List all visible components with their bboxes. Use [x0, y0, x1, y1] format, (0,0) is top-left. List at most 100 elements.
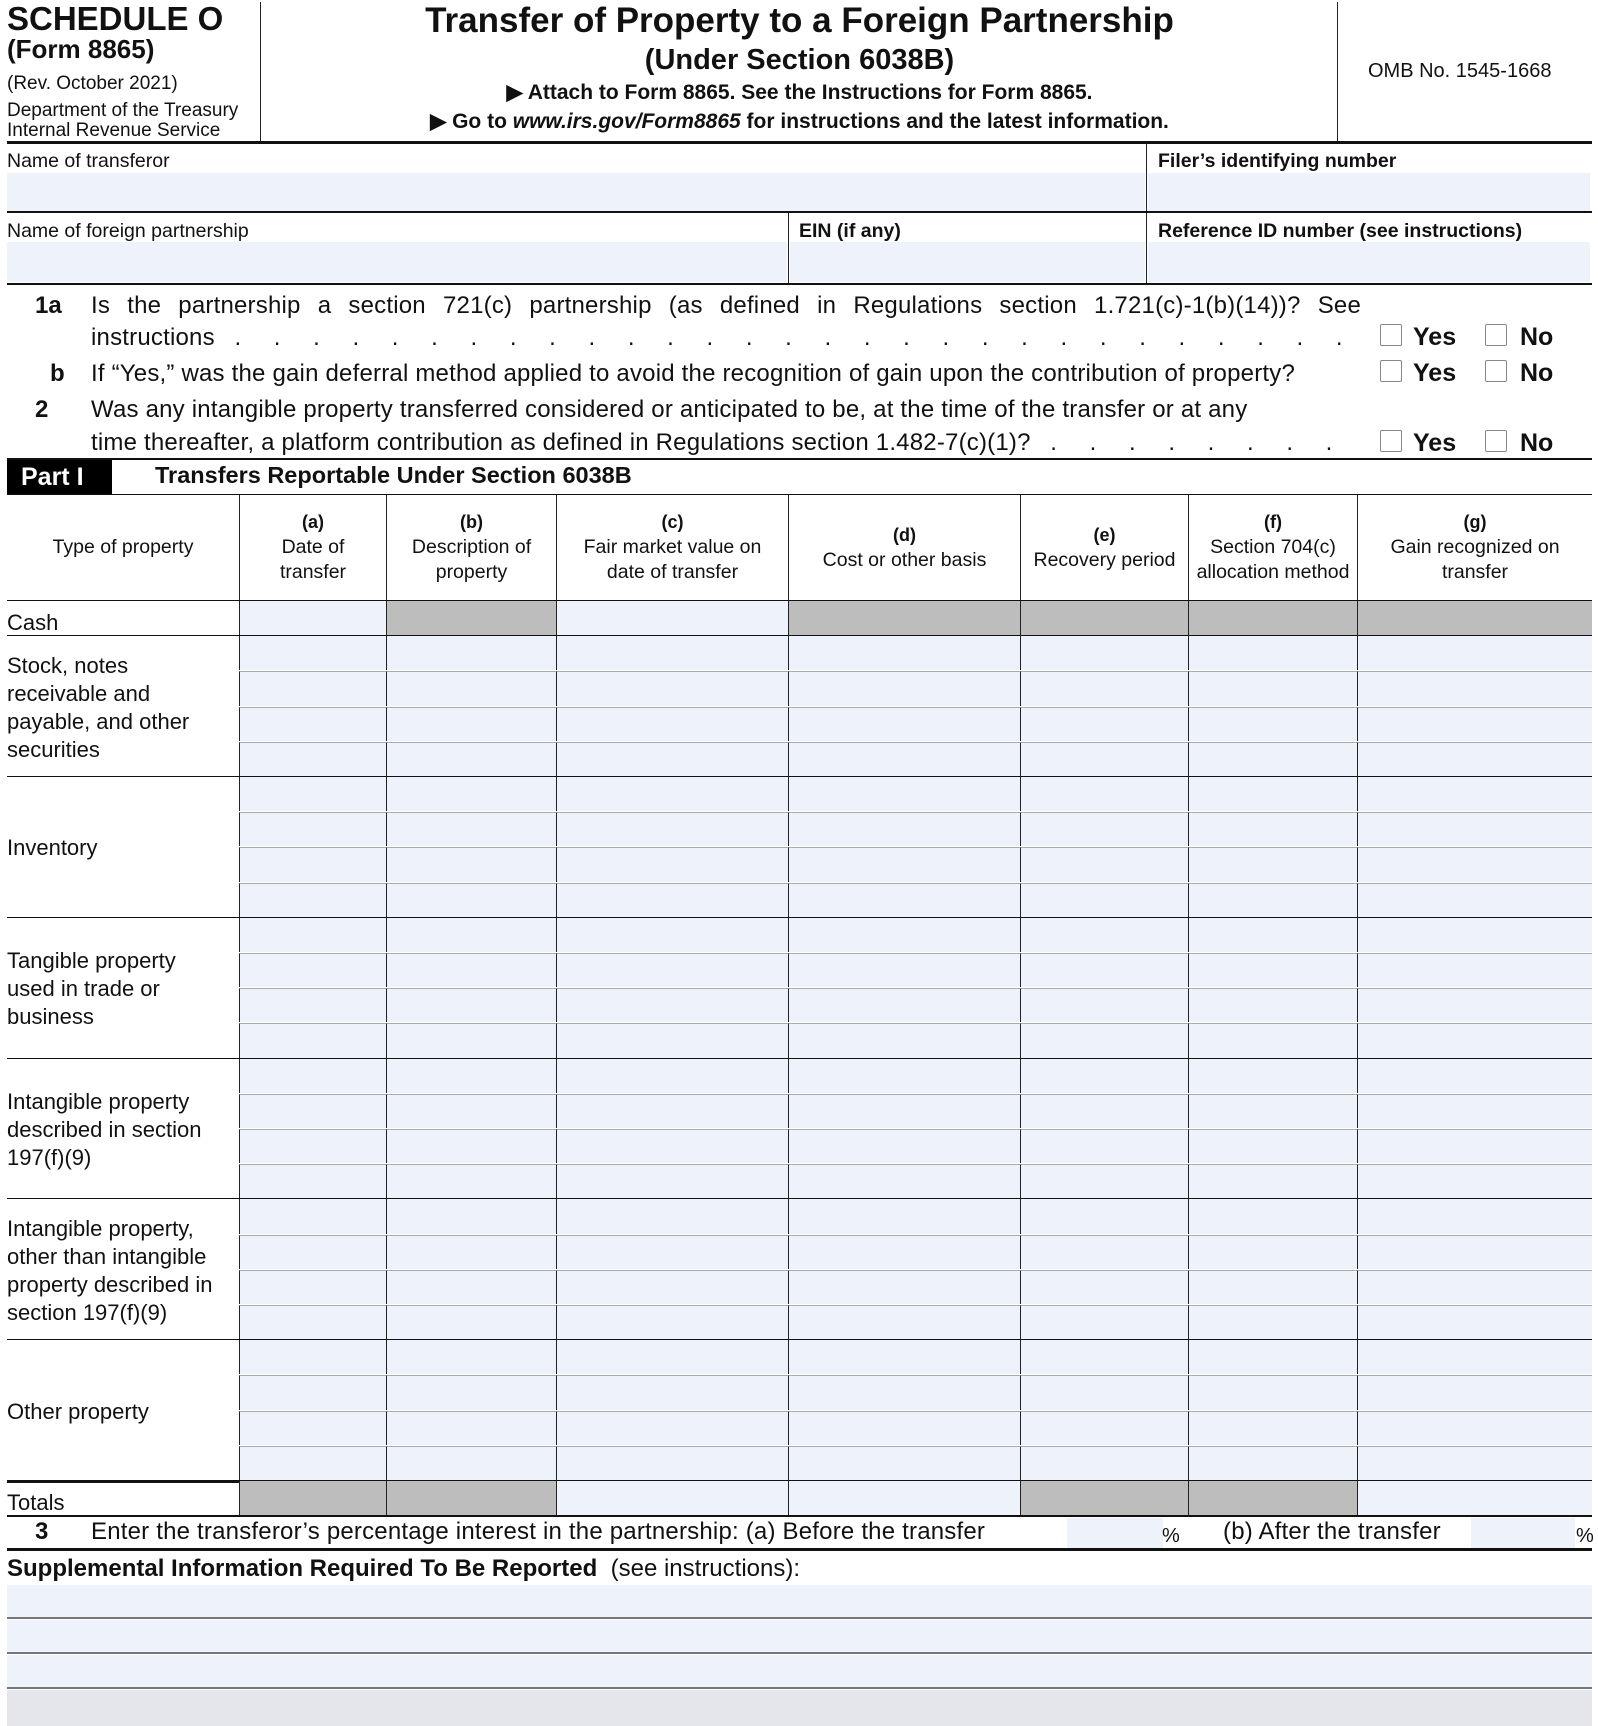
cell-fmv[interactable] [556, 812, 788, 847]
cell-basis[interactable] [788, 917, 1020, 952]
cell-description[interactable] [386, 1234, 556, 1269]
cell-description[interactable] [386, 882, 556, 917]
cell-gain[interactable] [1357, 777, 1592, 812]
cell-basis[interactable] [788, 741, 1020, 776]
cell-fmv[interactable] [556, 1375, 788, 1410]
cell-allocation[interactable] [1188, 1375, 1357, 1410]
cell-basis[interactable] [788, 777, 1020, 812]
cell-description[interactable] [386, 1093, 556, 1128]
cell-allocation[interactable] [1188, 1093, 1357, 1128]
cell-date[interactable] [239, 1340, 386, 1375]
cell-date[interactable] [239, 601, 386, 636]
cell-basis[interactable] [788, 1164, 1020, 1199]
cell-date[interactable] [239, 882, 386, 917]
cell-date[interactable] [239, 1164, 386, 1199]
cell-fmv[interactable] [556, 741, 788, 776]
cell-basis[interactable] [788, 1481, 1020, 1516]
cell-date[interactable] [239, 1129, 386, 1164]
cell-allocation[interactable] [1188, 1410, 1357, 1445]
cell-recovery[interactable] [1020, 1058, 1188, 1093]
transferor-name-input[interactable] [7, 173, 1145, 211]
cell-fmv[interactable] [556, 917, 788, 952]
cell-basis[interactable] [788, 636, 1020, 671]
cell-recovery[interactable] [1020, 1093, 1188, 1128]
partnership-name-input[interactable] [7, 242, 787, 282]
cell-description[interactable] [386, 1340, 556, 1375]
cell-date[interactable] [239, 706, 386, 741]
cell-gain[interactable] [1357, 1129, 1592, 1164]
cell-recovery[interactable] [1020, 1269, 1188, 1304]
cell-basis[interactable] [788, 953, 1020, 988]
cell-basis[interactable] [788, 988, 1020, 1023]
cell-description[interactable] [386, 1023, 556, 1058]
cell-fmv[interactable] [556, 882, 788, 917]
cell-date[interactable] [239, 847, 386, 882]
reference-id-input[interactable] [1148, 242, 1590, 282]
cell-recovery[interactable] [1020, 988, 1188, 1023]
cell-basis[interactable] [788, 706, 1020, 741]
cell-basis[interactable] [788, 1058, 1020, 1093]
cell-fmv[interactable] [556, 1058, 788, 1093]
q1a-yes-checkbox[interactable] [1380, 324, 1402, 346]
cell-recovery[interactable] [1020, 1234, 1188, 1269]
cell-basis[interactable] [788, 1410, 1020, 1445]
cell-date[interactable] [239, 1305, 386, 1340]
cell-basis[interactable] [788, 882, 1020, 917]
cell-allocation[interactable] [1188, 1129, 1357, 1164]
cell-recovery[interactable] [1020, 1199, 1188, 1234]
cell-date[interactable] [239, 812, 386, 847]
cell-allocation[interactable] [1188, 636, 1357, 671]
cell-allocation[interactable] [1188, 847, 1357, 882]
cell-date[interactable] [239, 671, 386, 706]
cell-description[interactable] [386, 812, 556, 847]
cell-allocation[interactable] [1188, 777, 1357, 812]
cell-basis[interactable] [788, 1129, 1020, 1164]
cell-fmv[interactable] [556, 847, 788, 882]
cell-recovery[interactable] [1020, 847, 1188, 882]
cell-recovery[interactable] [1020, 882, 1188, 917]
percentage-after-input[interactable] [1471, 1518, 1575, 1548]
q2-no-checkbox[interactable] [1485, 430, 1507, 452]
cell-description[interactable] [386, 953, 556, 988]
cell-fmv[interactable] [556, 1445, 788, 1480]
cell-recovery[interactable] [1020, 636, 1188, 671]
cell-date[interactable] [239, 917, 386, 952]
cell-fmv[interactable] [556, 1093, 788, 1128]
cell-fmv[interactable] [556, 1481, 788, 1516]
cell-gain[interactable] [1357, 1023, 1592, 1058]
cell-description[interactable] [386, 1058, 556, 1093]
cell-description[interactable] [386, 1305, 556, 1340]
cell-recovery[interactable] [1020, 1410, 1188, 1445]
cell-basis[interactable] [788, 1023, 1020, 1058]
cell-basis[interactable] [788, 1445, 1020, 1480]
cell-date[interactable] [239, 1410, 386, 1445]
cell-recovery[interactable] [1020, 1164, 1188, 1199]
irs-url-link[interactable]: www.irs.gov/Form8865 [512, 110, 741, 133]
cell-date[interactable] [239, 1269, 386, 1304]
cell-description[interactable] [386, 988, 556, 1023]
supplemental-line-4[interactable] [7, 1690, 1592, 1726]
cell-fmv[interactable] [556, 601, 788, 636]
cell-recovery[interactable] [1020, 671, 1188, 706]
cell-basis[interactable] [788, 1234, 1020, 1269]
cell-description[interactable] [386, 917, 556, 952]
cell-allocation[interactable] [1188, 882, 1357, 917]
cell-basis[interactable] [788, 1269, 1020, 1304]
cell-allocation[interactable] [1188, 1023, 1357, 1058]
cell-allocation[interactable] [1188, 1269, 1357, 1304]
cell-gain[interactable] [1357, 812, 1592, 847]
cell-gain[interactable] [1357, 1199, 1592, 1234]
cell-recovery[interactable] [1020, 1129, 1188, 1164]
cell-description[interactable] [386, 1164, 556, 1199]
cell-allocation[interactable] [1188, 988, 1357, 1023]
cell-allocation[interactable] [1188, 706, 1357, 741]
cell-fmv[interactable] [556, 1410, 788, 1445]
cell-date[interactable] [239, 1375, 386, 1410]
cell-gain[interactable] [1357, 1093, 1592, 1128]
percentage-before-input[interactable] [1067, 1518, 1163, 1548]
cell-date[interactable] [239, 1058, 386, 1093]
q1b-yes-checkbox[interactable] [1380, 360, 1402, 382]
cell-gain[interactable] [1357, 1410, 1592, 1445]
cell-description[interactable] [386, 636, 556, 671]
cell-allocation[interactable] [1188, 1340, 1357, 1375]
